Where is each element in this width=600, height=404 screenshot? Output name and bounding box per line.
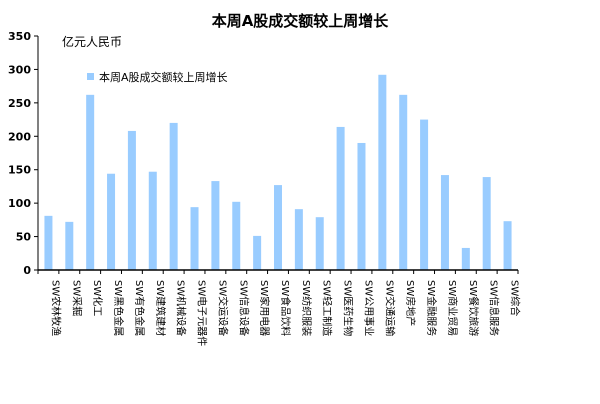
bar bbox=[253, 235, 262, 270]
x-tick-label: SW餐饮旅游 bbox=[467, 280, 480, 336]
y-tick-label: 250 bbox=[8, 97, 31, 110]
x-tick-label: SW化工 bbox=[91, 280, 104, 316]
y-tick-label: 200 bbox=[8, 130, 31, 143]
bar bbox=[294, 209, 303, 270]
x-tick-label: SW商业贸易 bbox=[446, 280, 459, 336]
x-tick-label: SW交运设备 bbox=[216, 280, 229, 336]
x-tick-label: SW医药生物 bbox=[342, 280, 355, 336]
bar bbox=[315, 217, 324, 270]
x-tick-label: SW纺织服装 bbox=[300, 280, 313, 336]
bar bbox=[336, 126, 345, 270]
x-tick-label: SW电子元器件 bbox=[196, 280, 209, 346]
bar bbox=[190, 207, 199, 270]
x-tick-label: SW综合 bbox=[509, 280, 522, 316]
bar bbox=[357, 142, 366, 270]
x-tick-label: SW采掘 bbox=[70, 280, 83, 316]
bar bbox=[127, 130, 136, 270]
y-axis-label: 亿元人民币 bbox=[62, 34, 122, 49]
bar bbox=[378, 74, 387, 270]
x-tick-label: SW家用电器 bbox=[258, 280, 271, 336]
legend-swatch bbox=[87, 73, 94, 80]
bar bbox=[232, 201, 241, 270]
bar bbox=[482, 177, 491, 270]
y-tick-label: 350 bbox=[8, 30, 31, 43]
x-tick-label: SW有色金属 bbox=[133, 280, 146, 336]
legend: 本周A股成交额较上周增长 bbox=[87, 70, 228, 84]
bar bbox=[274, 185, 282, 270]
bar bbox=[399, 94, 408, 270]
x-tick-label: SW农林牧渔 bbox=[49, 280, 62, 336]
bar bbox=[107, 173, 116, 270]
y-tick-label: 100 bbox=[8, 197, 31, 210]
bar bbox=[65, 221, 74, 270]
y-axis: 0 50 100 150 200 250 300 350 bbox=[8, 30, 39, 277]
y-tick-label: 150 bbox=[8, 164, 31, 177]
bar bbox=[461, 247, 470, 270]
bars bbox=[44, 74, 512, 271]
x-axis: SW农林牧渔 SW采掘 SW化工 SW黑色金属 SW有色金属 SW建筑建材 SW机械设备 SW… bbox=[37, 269, 522, 346]
x-tick-label: SW交通运输 bbox=[383, 280, 396, 336]
chart-title: 本周A股成交额较上周增长 bbox=[212, 12, 390, 30]
bar bbox=[148, 171, 157, 270]
x-tick-label: SW房地产 bbox=[404, 280, 417, 326]
x-tick-label: SW信息服务 bbox=[488, 280, 501, 336]
x-tick-label: SW公用事业 bbox=[362, 280, 375, 336]
legend-label: 本周A股成交额较上周增长 bbox=[99, 70, 228, 84]
x-tick-label: SW黑色金属 bbox=[112, 280, 125, 336]
bar bbox=[420, 119, 429, 270]
x-tick-label: SW食品饮料 bbox=[279, 280, 292, 336]
y-tick-label: 50 bbox=[16, 231, 32, 244]
x-tick-label: SW机械设备 bbox=[175, 280, 188, 336]
bar bbox=[440, 175, 449, 270]
x-tick-label: SW轻工制造 bbox=[321, 280, 334, 336]
bar bbox=[86, 94, 95, 270]
y-tick-label: 0 bbox=[23, 264, 31, 277]
x-tick-label: SW信息设备 bbox=[237, 280, 250, 336]
bar bbox=[44, 215, 53, 270]
y-tick-label: 300 bbox=[8, 63, 31, 76]
x-tick-label: SW建筑建材 bbox=[154, 280, 167, 336]
x-tick-label: SW金融服务 bbox=[425, 280, 438, 336]
bar bbox=[211, 181, 220, 270]
bar bbox=[169, 122, 178, 271]
bar bbox=[503, 221, 512, 270]
